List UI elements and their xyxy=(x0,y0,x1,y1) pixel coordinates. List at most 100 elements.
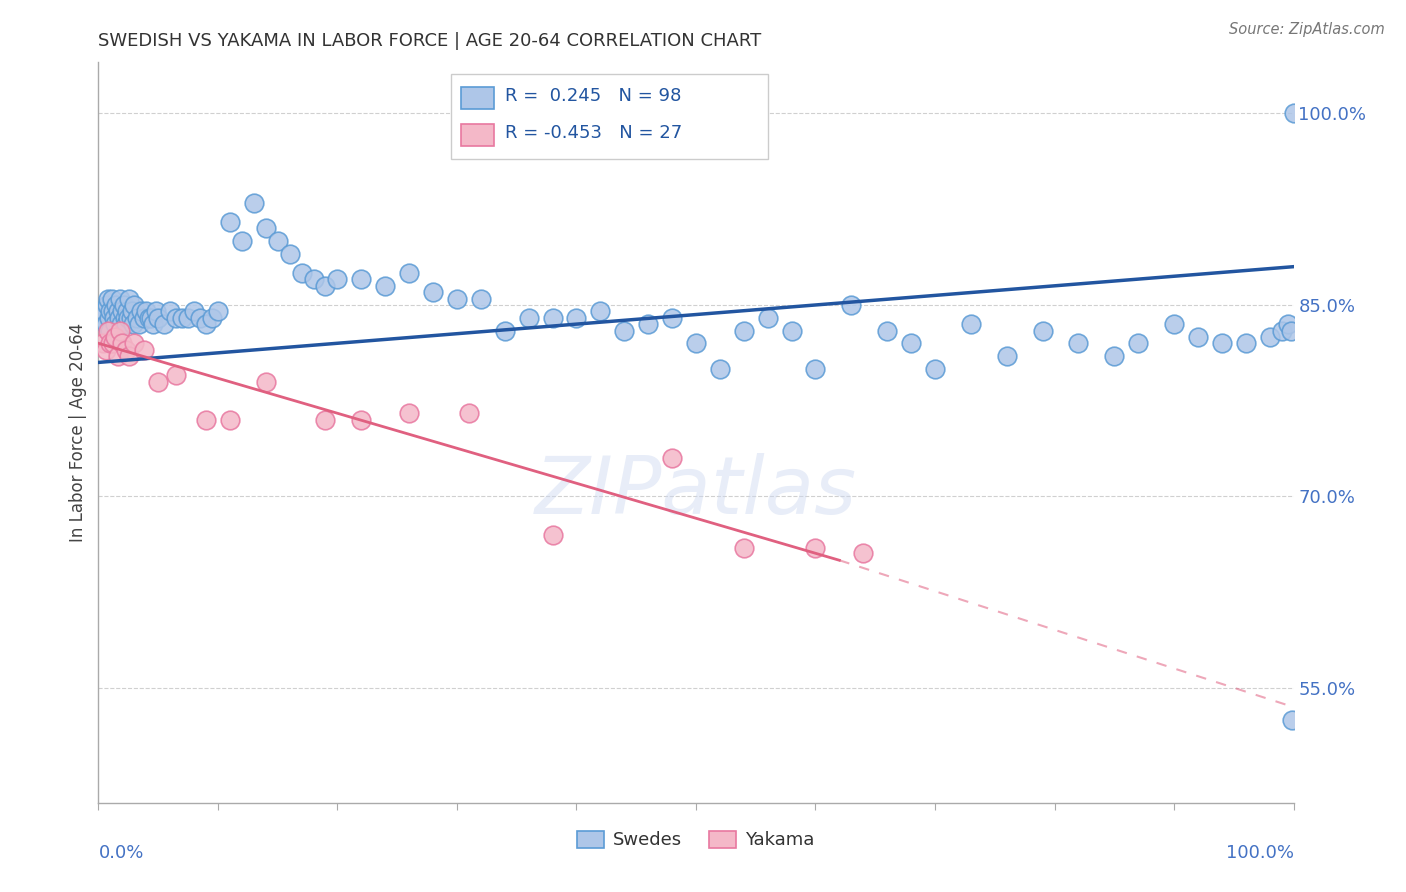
Point xyxy=(374,278,396,293)
Text: R =  0.245   N = 98: R = 0.245 N = 98 xyxy=(505,87,681,104)
Point xyxy=(1211,336,1233,351)
Point xyxy=(118,292,141,306)
FancyBboxPatch shape xyxy=(461,87,494,109)
Text: SWEDISH VS YAKAMA IN LABOR FORCE | AGE 20-64 CORRELATION CHART: SWEDISH VS YAKAMA IN LABOR FORCE | AGE 2… xyxy=(98,32,762,50)
Text: 100.0%: 100.0% xyxy=(1226,844,1294,862)
Point xyxy=(350,272,373,286)
Point xyxy=(565,310,588,325)
Point xyxy=(613,324,636,338)
Point xyxy=(900,336,922,351)
Point xyxy=(91,310,114,325)
Point xyxy=(1163,317,1185,331)
Point xyxy=(315,278,337,293)
Point xyxy=(780,324,803,338)
Point xyxy=(98,310,121,325)
Point xyxy=(1104,349,1126,363)
Point xyxy=(94,317,117,331)
Point xyxy=(398,266,420,280)
Point xyxy=(1187,330,1209,344)
Point xyxy=(132,343,155,357)
Point xyxy=(541,310,564,325)
Point xyxy=(165,310,187,325)
Point xyxy=(201,310,224,325)
Text: R = -0.453   N = 27: R = -0.453 N = 27 xyxy=(505,124,682,142)
Point xyxy=(326,272,349,286)
Point xyxy=(108,324,131,338)
Point xyxy=(398,407,420,421)
Point xyxy=(995,349,1018,363)
Point xyxy=(254,221,277,235)
FancyBboxPatch shape xyxy=(451,73,768,159)
Point xyxy=(422,285,444,300)
Point xyxy=(1277,317,1299,331)
Point xyxy=(107,310,129,325)
Point xyxy=(1258,330,1281,344)
Point xyxy=(1281,713,1303,727)
Point xyxy=(804,361,827,376)
Point xyxy=(124,336,146,351)
Point xyxy=(733,541,755,555)
Point xyxy=(291,266,314,280)
FancyBboxPatch shape xyxy=(461,124,494,146)
Point xyxy=(165,368,187,383)
Point xyxy=(97,292,120,306)
Point xyxy=(267,234,290,248)
Point xyxy=(125,310,148,325)
Point xyxy=(132,310,155,325)
Point xyxy=(1282,106,1305,120)
Point xyxy=(637,317,659,331)
Point xyxy=(517,310,540,325)
Point xyxy=(804,541,827,555)
Point xyxy=(661,310,683,325)
Point xyxy=(195,413,218,427)
Point xyxy=(183,304,205,318)
Point xyxy=(254,375,277,389)
Point xyxy=(131,304,153,318)
Point xyxy=(541,527,564,541)
Point xyxy=(733,324,755,338)
Text: ZIPatlas: ZIPatlas xyxy=(534,453,858,531)
Point xyxy=(1279,324,1302,338)
Point xyxy=(111,336,134,351)
Point xyxy=(98,304,122,318)
Point xyxy=(100,292,122,306)
Point xyxy=(142,317,165,331)
Point xyxy=(709,361,731,376)
Point xyxy=(112,298,135,312)
Point xyxy=(207,304,229,318)
Point xyxy=(494,324,516,338)
Point xyxy=(243,195,266,210)
Point xyxy=(350,413,373,427)
Point xyxy=(122,317,145,331)
Point xyxy=(1128,336,1150,351)
Point xyxy=(219,215,242,229)
Point xyxy=(115,343,138,357)
Point xyxy=(93,304,115,318)
Point xyxy=(458,407,481,421)
Y-axis label: In Labor Force | Age 20-64: In Labor Force | Age 20-64 xyxy=(69,323,87,542)
Point xyxy=(661,451,683,466)
Point xyxy=(446,292,468,306)
Point xyxy=(98,324,122,338)
Point xyxy=(107,304,129,318)
Point xyxy=(108,292,131,306)
Point xyxy=(103,310,125,325)
Point xyxy=(148,375,170,389)
Point xyxy=(231,234,253,248)
Point xyxy=(685,336,707,351)
Point xyxy=(98,336,122,351)
Point xyxy=(94,343,117,357)
Point xyxy=(1032,324,1054,338)
Point xyxy=(104,330,127,344)
Point xyxy=(924,361,946,376)
Point xyxy=(756,310,779,325)
Point xyxy=(876,324,898,338)
Point xyxy=(135,304,157,318)
Point xyxy=(1067,336,1090,351)
Point xyxy=(188,310,211,325)
Point xyxy=(852,546,875,560)
Point xyxy=(97,324,120,338)
Point xyxy=(159,304,181,318)
Text: 0.0%: 0.0% xyxy=(98,844,143,862)
Point xyxy=(104,317,127,331)
